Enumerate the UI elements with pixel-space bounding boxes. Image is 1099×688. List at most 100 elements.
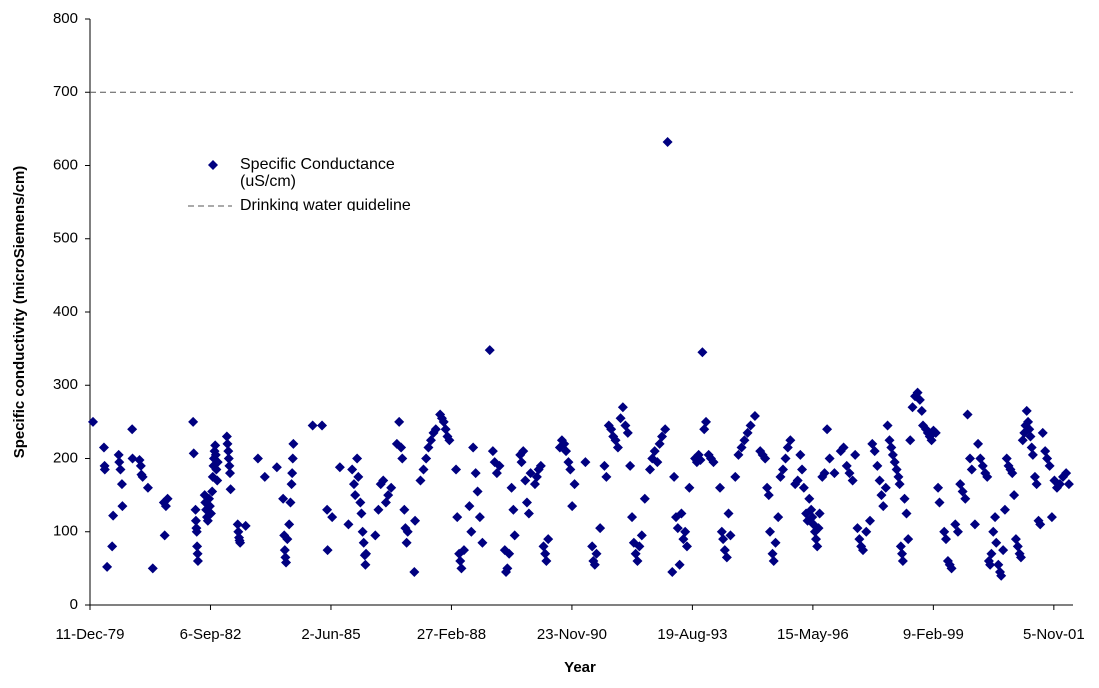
data-point [466, 526, 477, 537]
data-point [160, 501, 171, 512]
data-point [410, 515, 421, 526]
data-point [370, 530, 381, 541]
data-point [964, 453, 975, 464]
data-point [589, 559, 600, 570]
data-point [458, 545, 469, 556]
data-point [962, 409, 973, 420]
data-point [286, 479, 297, 490]
data-point [1015, 552, 1026, 563]
data-point [188, 416, 199, 427]
data-point [930, 427, 941, 438]
data-point [695, 454, 706, 465]
data-point [127, 453, 138, 464]
data-point [899, 493, 910, 504]
data-point [322, 504, 333, 515]
x-tick-label: 2-Jun-85 [301, 626, 360, 643]
data-point [681, 541, 692, 552]
y-tick-label: 800 [53, 10, 78, 27]
data-point [1044, 460, 1055, 471]
data-point [941, 534, 952, 545]
data-point [697, 347, 708, 358]
data-point [719, 545, 730, 556]
data-point [508, 504, 519, 515]
data-point [966, 464, 977, 475]
data-point [538, 541, 549, 552]
data-point [509, 530, 520, 541]
data-point [117, 501, 128, 512]
data-point [506, 482, 517, 493]
data-point [240, 520, 251, 531]
data-point [952, 526, 963, 537]
data-point [1031, 479, 1042, 490]
data-point [634, 541, 645, 552]
data-point [474, 512, 485, 523]
data-point [494, 460, 505, 471]
data-point [399, 504, 410, 515]
data-point [271, 462, 282, 473]
data-point [287, 468, 298, 479]
data-point [472, 486, 483, 497]
data-point [357, 526, 368, 537]
data-point [114, 457, 125, 468]
data-point [107, 541, 118, 552]
data-point [113, 449, 124, 460]
data-point [762, 482, 773, 493]
data-point [190, 515, 201, 526]
data-point [147, 563, 158, 574]
data-point [991, 537, 1002, 548]
data-point [210, 449, 221, 460]
data-point [725, 530, 736, 541]
data-point [897, 548, 908, 559]
data-point [1026, 442, 1037, 453]
data-point [127, 424, 138, 435]
data-point [760, 453, 771, 464]
x-tick-label: 9-Feb-99 [903, 626, 964, 643]
data-point [98, 442, 109, 453]
data-point [895, 541, 906, 552]
data-point [770, 537, 781, 548]
data-point [807, 512, 818, 523]
data-point [1024, 424, 1035, 435]
data-point [986, 548, 997, 559]
data-point [523, 508, 534, 519]
data-point [282, 534, 293, 545]
data-point [378, 475, 389, 486]
data-point [409, 567, 420, 578]
data-point [591, 548, 602, 559]
data-point [999, 504, 1010, 515]
data-point [192, 548, 203, 559]
data-point [990, 512, 1001, 523]
data-point [985, 559, 996, 570]
data-point [660, 424, 671, 435]
data-point [854, 534, 865, 545]
data-point [415, 475, 426, 486]
data-point [742, 427, 753, 438]
data-point [721, 552, 732, 563]
data-point [438, 416, 449, 427]
legend: Specific Conductance (uS/cm) Drinking wa… [188, 156, 411, 211]
data-point [307, 420, 318, 431]
data-point [108, 510, 119, 521]
data-point [561, 446, 572, 457]
data-point [452, 512, 463, 523]
data-point [933, 482, 944, 493]
data-point [1010, 534, 1021, 545]
data-point [521, 497, 532, 508]
y-axis-title: Specific conductivity (microSiemens/cm) [11, 166, 28, 459]
data-point [477, 537, 488, 548]
y-tick-label: 300 [53, 376, 78, 393]
data-point [559, 438, 570, 449]
legend-label: Specific Conductance (uS/cm) [240, 156, 395, 190]
data-point [202, 515, 213, 526]
data-point [212, 475, 223, 486]
data-point [327, 512, 338, 523]
data-point [569, 479, 580, 490]
data-point [730, 471, 741, 482]
data-point [768, 556, 779, 567]
data-point [678, 534, 689, 545]
data-point [792, 475, 803, 486]
data-point [520, 475, 531, 486]
data-point [487, 446, 498, 457]
data-point [612, 442, 623, 453]
